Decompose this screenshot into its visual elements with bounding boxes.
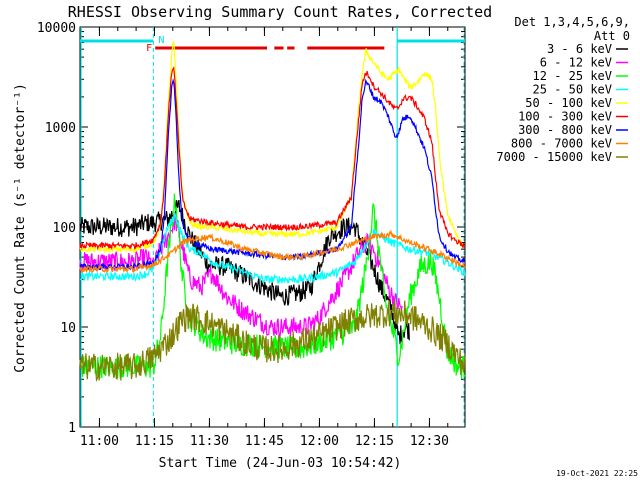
series-line-7 [79, 78, 466, 272]
legend-header-line-2: Att 0 [594, 29, 630, 43]
legend-label-8: 800 - 7000 keV [511, 137, 612, 151]
y-tick-label: 10000 [37, 21, 76, 36]
legend-header-line-1: Det 1,3,4,5,6,9, [514, 15, 630, 29]
series-line-1 [79, 199, 410, 345]
legend-label-4: 25 - 50 keV [533, 83, 612, 97]
footer-date: 19-Oct-2021 22:25 [556, 469, 638, 478]
legend-label-1: 3 - 6 keV [547, 42, 612, 56]
series-line-2 [79, 213, 403, 339]
y-tick-label: 1 [68, 421, 76, 436]
x-tick-label: 12:15 [355, 434, 394, 449]
series-line-8 [79, 229, 466, 274]
legend-label-9: 7000 - 15000 keV [496, 150, 612, 164]
series-line-4 [79, 211, 466, 285]
series-line-3 [79, 193, 466, 379]
y-tick-label: 1000 [45, 121, 76, 136]
flare-label: F [146, 43, 152, 54]
legend-label-6: 100 - 300 keV [518, 110, 612, 124]
series-line-9 [79, 299, 466, 383]
legend-label-7: 300 - 800 keV [518, 123, 612, 137]
x-tick-label: 12:00 [300, 434, 339, 449]
x-tick-label: 12:30 [410, 434, 449, 449]
y-tick-label: 10 [60, 321, 76, 336]
y-axis-label: Corrected Count Rate (s⁻¹ detector⁻¹) [13, 83, 28, 373]
x-tick-label: 11:00 [80, 434, 119, 449]
y-tick-label: 100 [53, 221, 76, 236]
x-tick-label: 11:15 [135, 434, 174, 449]
chart-title: RHESSI Observing Summary Count Rates, Co… [68, 3, 492, 21]
legend-label-3: 12 - 25 keV [533, 69, 612, 83]
x-tick-label: 11:30 [190, 434, 229, 449]
x-axis-label: Start Time (24-Jun-03 10:54:42) [159, 456, 402, 471]
plot-area: 1 10 100 1000 10000 11:00 11:15 11:30 11:45 12:00… [37, 21, 466, 449]
series-line-6 [79, 65, 465, 251]
legend-label-2: 6 - 12 keV [540, 56, 612, 70]
series-line-5 [79, 40, 465, 254]
night-label: N [158, 35, 164, 46]
legend-label-5: 50 - 100 keV [525, 96, 612, 110]
x-tick-label: 11:45 [245, 434, 284, 449]
